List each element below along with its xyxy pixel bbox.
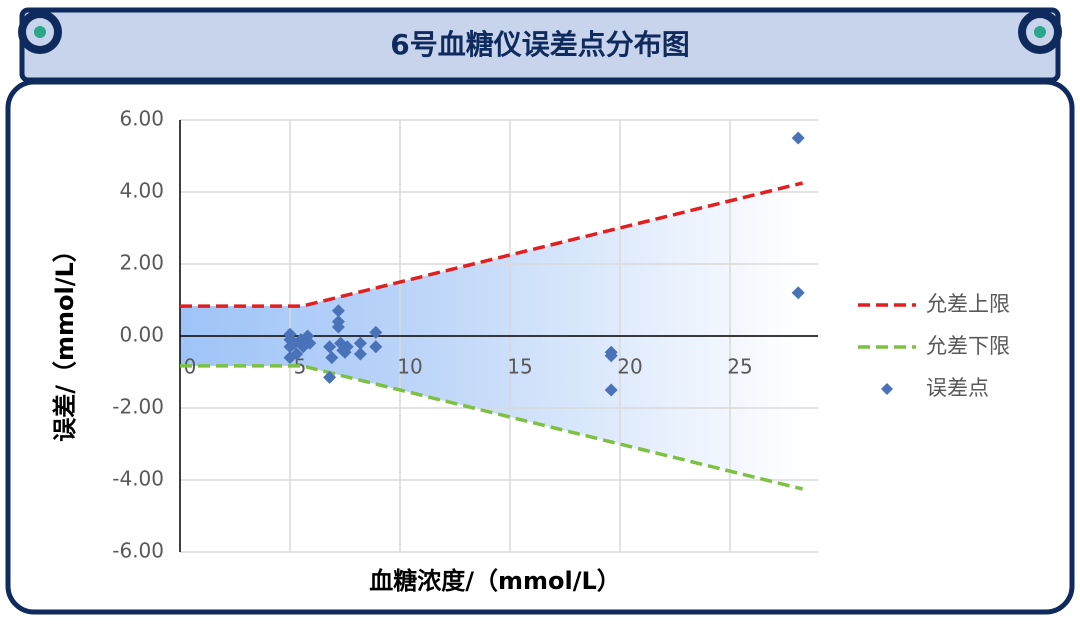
y-tick-label: -2.00 <box>112 395 164 419</box>
error-point <box>791 131 805 145</box>
y-tick-label: 6.00 <box>119 107 164 131</box>
error-point <box>303 336 317 350</box>
error-point <box>331 304 345 318</box>
chart-title: 6号血糖仪误差点分布图 <box>390 28 689 61</box>
error-point <box>369 340 383 354</box>
y-tick-label: 4.00 <box>119 179 164 203</box>
y-tick-label: -6.00 <box>112 539 164 563</box>
error-point <box>331 320 345 334</box>
error-point <box>323 340 337 354</box>
x-tick-label: 20 <box>617 355 642 379</box>
legend-label: 误差点 <box>926 376 989 400</box>
error-point <box>353 336 367 350</box>
error-point <box>325 351 339 365</box>
y-tick-label: -4.00 <box>112 467 164 491</box>
error-point <box>353 347 367 361</box>
error-point <box>290 347 304 361</box>
corner-ornament <box>18 10 1062 54</box>
error-point <box>604 349 618 363</box>
x-tick-label: 10 <box>397 355 422 379</box>
y-tick-label: 2.00 <box>119 251 164 275</box>
x-tick-label: 25 <box>727 355 752 379</box>
limit-line <box>180 181 804 308</box>
x-axis-title: 血糖浓度/（mmol/L） <box>369 567 621 595</box>
error-point <box>791 286 805 300</box>
x-tick-label: 15 <box>507 355 532 379</box>
error-point <box>369 325 383 339</box>
legend-label: 允差下限 <box>926 334 1010 358</box>
y-tick-label: 0.00 <box>119 323 164 347</box>
error-point <box>340 340 354 354</box>
error-point <box>604 383 618 397</box>
limit-line <box>180 364 804 491</box>
error-point <box>323 370 337 384</box>
legend-swatch <box>881 383 893 395</box>
legend-label: 允差上限 <box>926 292 1010 316</box>
y-axis-title: 误差/（mmol/L） <box>51 238 79 442</box>
